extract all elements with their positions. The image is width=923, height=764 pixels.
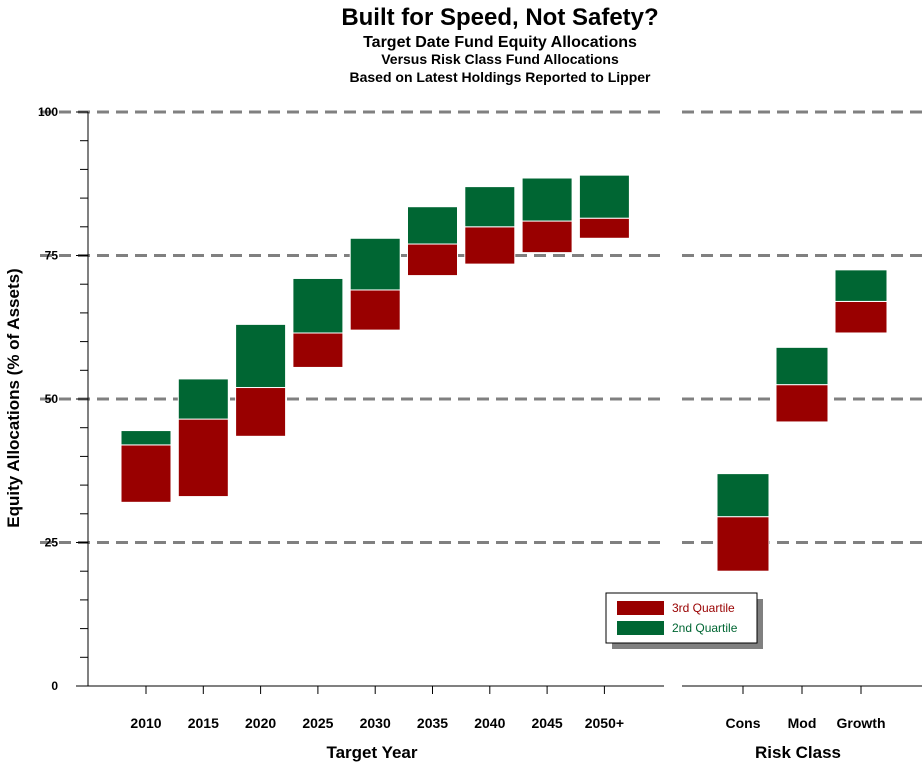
- bar-q2-2030: [349, 237, 401, 291]
- legend-label-q3: 3rd Quartile: [672, 601, 735, 615]
- legend-swatch-q3: [617, 601, 664, 615]
- legend: 3rd Quartile 2nd Quartile: [605, 592, 763, 649]
- grid-lines: [40, 110, 922, 544]
- x-tick-label-2025: 2025: [302, 715, 333, 731]
- bar-q3-2030: [349, 289, 401, 331]
- chart-subtitle-1: Target Date Fund Equity Allocations: [363, 34, 637, 51]
- y-tick-label: 0: [51, 679, 58, 693]
- bar-q3-2045: [521, 220, 573, 254]
- x-tick-label-2010: 2010: [130, 715, 161, 731]
- y-axis-label: Equity Allocations (% of Assets): [4, 268, 23, 527]
- bar-q3-2010: [120, 444, 172, 503]
- bar-q2-Growth: [834, 269, 888, 302]
- y-tick-label: 75: [45, 249, 59, 263]
- x-tick-label-2045: 2045: [532, 715, 563, 731]
- bar-q2-2045: [521, 177, 573, 222]
- bar-q3-2015: [177, 418, 229, 498]
- chart-title: Built for Speed, Not Safety?: [341, 4, 658, 31]
- bar-q3-Cons: [716, 516, 770, 572]
- x-tick-label-2015: 2015: [188, 715, 219, 731]
- legend-label-q2: 2nd Quartile: [672, 621, 738, 635]
- y-tick-label: 25: [45, 536, 59, 550]
- y-tick-label: 100: [38, 105, 58, 119]
- x-axis-label-risk-class: Risk Class: [755, 743, 841, 762]
- bar-q2-Mod: [775, 346, 829, 386]
- x-tick-label-Growth: Growth: [837, 715, 886, 731]
- x-tick-label-2030: 2030: [360, 715, 391, 731]
- bar-q2-2040: [464, 186, 516, 228]
- bars: [120, 174, 888, 572]
- bar-q2-2010: [120, 430, 172, 446]
- bar-q2-2025: [292, 277, 344, 334]
- tick-labels: 0 25 50 75 100 2010 2015 2020 2025 2030 2035 2040 20…: [38, 105, 886, 731]
- x-tick-label-2050+: 2050+: [585, 715, 624, 731]
- x-tick-label-Mod: Mod: [788, 715, 817, 731]
- bar-q2-2015: [177, 378, 229, 420]
- bar-q3-2020: [235, 387, 287, 437]
- bar-q2-Cons: [716, 473, 770, 518]
- y-tick-label: 50: [45, 392, 59, 406]
- chart-subtitle-3: Based on Latest Holdings Reported to Lip…: [349, 69, 651, 85]
- bar-q2-2035: [407, 206, 458, 245]
- bar-q3-2050+: [578, 217, 630, 239]
- legend-swatch-q2: [617, 621, 664, 635]
- x-tick-label-2035: 2035: [417, 715, 448, 731]
- bar-q2-2020: [235, 323, 287, 389]
- axes: [76, 111, 922, 694]
- x-axis-label-target-year: Target Year: [326, 743, 417, 762]
- chart-subtitle-2: Versus Risk Class Fund Allocations: [381, 51, 619, 67]
- bar-q2-2050+: [578, 174, 630, 219]
- bar-q3-2025: [292, 332, 344, 368]
- x-tick-label-2040: 2040: [474, 715, 505, 731]
- bar-q3-2035: [407, 243, 458, 277]
- bar-q3-2040: [464, 226, 516, 265]
- bar-q3-Growth: [834, 300, 888, 334]
- x-tick-label-2020: 2020: [245, 715, 276, 731]
- bar-q3-Mod: [775, 384, 829, 423]
- x-tick-label-Cons: Cons: [726, 715, 761, 731]
